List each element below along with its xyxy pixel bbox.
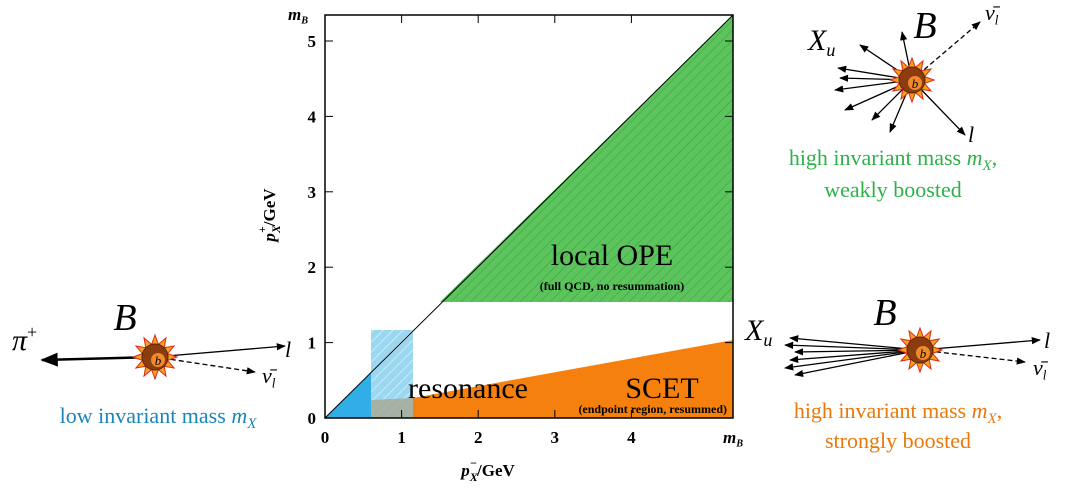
text: low invariant mass <box>60 403 232 428</box>
subscript: l <box>995 12 999 27</box>
symbol: m <box>288 5 301 24</box>
quark-label: b <box>920 346 927 361</box>
neutrino-label: ν̄l <box>1033 355 1049 382</box>
var: m <box>972 398 988 423</box>
var: p <box>459 461 470 480</box>
symbol: X <box>744 314 765 347</box>
symbol: l <box>968 122 974 147</box>
scet-note: (endpoint region, resummed) <box>578 402 727 416</box>
var: m <box>967 145 983 170</box>
ope-note: (full QCD, no resummation) <box>540 279 684 293</box>
meson-label: B <box>113 297 136 339</box>
y-end-label: mB <box>288 5 308 26</box>
punct: , <box>992 145 998 170</box>
symbol: X <box>807 24 828 57</box>
diagram: local OPE (full QCD, no resummation) res… <box>0 0 1065 491</box>
y-tick-label: 2 <box>308 258 317 277</box>
lepton-label: l <box>968 122 974 147</box>
subscript: u <box>763 330 772 350</box>
neutrino-label: ν̄l <box>262 363 278 390</box>
y-tick-label: 1 <box>308 334 317 353</box>
meson-label: B <box>913 5 936 47</box>
lepton-label: l <box>285 337 291 362</box>
caption-strong-2: strongly boosted <box>825 428 971 453</box>
y-tick-label: 5 <box>308 32 317 51</box>
pion-label: π+ <box>12 322 37 357</box>
x-end-label: mB <box>723 428 743 449</box>
neutrino-label: ν̄l <box>985 0 1001 27</box>
resonance-title: resonance <box>408 372 528 405</box>
subscript: B <box>300 15 308 26</box>
symbol: B <box>913 5 936 47</box>
symbol: m <box>723 428 736 447</box>
caption-weak: high invariant mass mX, <box>789 145 997 174</box>
caption-low: low invariant mass mX <box>60 403 258 432</box>
y-tick-label: 4 <box>308 107 317 126</box>
symbol: B <box>113 297 136 339</box>
unit: /GeV <box>476 461 515 480</box>
subscript: l <box>1043 367 1047 382</box>
subscript: B <box>735 438 743 449</box>
quark-label: b <box>912 76 919 91</box>
subscript: u <box>826 40 835 60</box>
subscript: l <box>272 375 276 390</box>
lepton-label: l <box>1044 328 1050 353</box>
sub: X <box>246 416 257 432</box>
var: p <box>260 233 279 244</box>
meson-label: B <box>873 292 896 334</box>
caption-weak-2: weakly boosted <box>824 177 961 202</box>
punct: , <box>997 398 1003 423</box>
symbol: l <box>285 337 291 362</box>
superscript: + <box>27 322 37 342</box>
symbol: π <box>12 324 28 357</box>
unit: /GeV <box>260 188 279 227</box>
x-tick-label: 4 <box>627 428 636 447</box>
y-axis-label: pX+/GeV <box>255 188 283 244</box>
x-tick-label: 1 <box>397 428 406 447</box>
caption-strong: high invariant mass mX, <box>794 398 1002 427</box>
symbol: l <box>1044 328 1050 353</box>
quark-label: b <box>155 353 162 368</box>
hadron-label: Xu <box>807 24 835 60</box>
sup: − <box>470 456 477 470</box>
x-tick-label: 0 <box>321 428 330 447</box>
y-tick-label: 0 <box>308 409 317 428</box>
x-tick-label: 3 <box>551 428 560 447</box>
hadron-label: Xu <box>744 314 772 350</box>
text: high invariant mass <box>789 145 967 170</box>
x-axis-label: pX−/GeV <box>459 456 515 484</box>
y-tick-label: 3 <box>308 183 317 202</box>
text: high invariant mass <box>794 398 972 423</box>
ope-title: local OPE <box>551 239 673 272</box>
x-tick-label: 2 <box>474 428 483 447</box>
var: m <box>231 403 247 428</box>
scet-title: SCET <box>625 372 698 405</box>
overlap-region <box>371 398 413 418</box>
symbol: B <box>873 292 896 334</box>
